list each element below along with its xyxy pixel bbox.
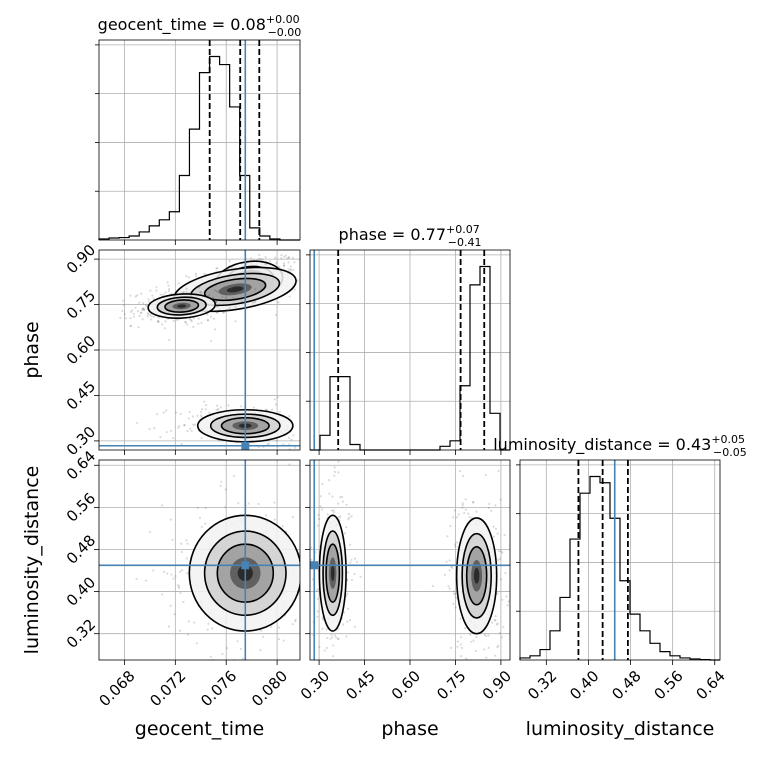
histogram-luminosity_distance xyxy=(519,475,720,661)
scatter-panel-phase-luminosity_distance: 0.30 0.45 0.60 0.75 0.90 xyxy=(297,459,515,703)
x-tick-label: 0.32 xyxy=(524,667,560,703)
y-axis-label-phase: phase xyxy=(21,321,43,378)
contour-line xyxy=(461,532,493,619)
contour-line xyxy=(455,517,498,635)
x-tick-label: 0.56 xyxy=(650,667,686,703)
contour-line xyxy=(318,514,347,632)
y-tick-label: 0.45 xyxy=(63,377,99,413)
x-tick-label: 0.90 xyxy=(479,667,515,703)
panel-title-luminosity_distance: luminosity_distance = 0.43+0.05 −0.05 xyxy=(493,433,747,459)
truth-point xyxy=(241,561,250,570)
x-tick-label: 0.30 xyxy=(297,667,333,703)
grid xyxy=(310,250,510,450)
x-tick-label: 0.068 xyxy=(95,667,138,710)
panel-title-phase: phase = 0.77+0.07 −0.41 xyxy=(339,223,482,249)
panel-frame xyxy=(519,459,721,661)
panel-frame xyxy=(98,459,301,661)
panel-frame xyxy=(98,39,301,241)
x-axis-label-luminosity_distance: luminosity_distance xyxy=(526,718,715,740)
contour-line xyxy=(322,530,344,617)
x-tick-label: 0.64 xyxy=(693,667,729,703)
y-tick-label: 0.56 xyxy=(63,489,99,525)
x-tick-label: 0.40 xyxy=(566,667,602,703)
density-level xyxy=(177,304,187,308)
contour-line xyxy=(147,293,217,319)
x-tick-label: 0.080 xyxy=(248,667,291,710)
truth-point xyxy=(310,561,319,570)
y-tick-label: 0.32 xyxy=(63,616,99,652)
contour-line xyxy=(325,543,341,603)
x-axis-label-phase: phase xyxy=(381,718,438,740)
hist-panel-geocent_time: geocent_time = 0.08+0.00 −0.00 xyxy=(95,13,301,245)
y-tick-label: 0.40 xyxy=(63,573,99,609)
x-tick-label: 0.076 xyxy=(197,667,240,710)
contour-line xyxy=(164,299,200,313)
y-tick-label: 0.75 xyxy=(63,286,99,322)
contour-line xyxy=(203,277,267,302)
x-axis-label-geocent_time: geocent_time xyxy=(135,718,264,740)
x-tick-label: 0.45 xyxy=(342,667,378,703)
y-tick-label: 0.90 xyxy=(63,241,99,277)
hist-panel-phase: phase = 0.77+0.07 −0.41 xyxy=(306,223,511,455)
x-tick-label: 0.60 xyxy=(388,667,424,703)
density-level xyxy=(330,565,335,582)
density-level xyxy=(473,567,480,584)
grid xyxy=(99,40,300,240)
x-tick-label: 0.072 xyxy=(146,667,189,710)
y-tick-label: 0.48 xyxy=(63,531,99,567)
contour-line xyxy=(156,296,207,316)
scatter-panel-geocent_time-phase: 0.300.450.600.750.90 xyxy=(63,241,301,459)
y-axis-label-luminosity_distance: luminosity_distance xyxy=(21,466,43,655)
panels-layer: geocent_time = 0.08+0.00 −0.00 phase = 0.7… xyxy=(21,13,747,740)
hist-panel-luminosity_distance: 0.32 0.40 0.48 0.56 0.64 luminosity_distance … xyxy=(493,433,747,703)
truth-point xyxy=(241,441,250,450)
x-tick-label: 0.48 xyxy=(608,667,644,703)
histogram-geocent_time xyxy=(98,55,300,241)
contour-line xyxy=(465,546,488,606)
panel-title-geocent_time: geocent_time = 0.08+0.00 −0.00 xyxy=(98,13,302,39)
y-tick-label: 0.60 xyxy=(63,332,99,368)
density-level xyxy=(226,286,244,293)
x-tick-label: 0.75 xyxy=(433,667,469,703)
grid xyxy=(520,460,720,660)
